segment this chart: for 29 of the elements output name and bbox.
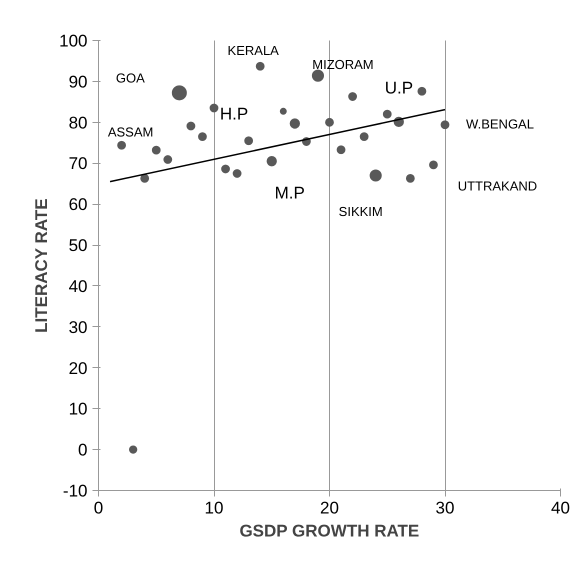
annotation: UTTRAKAND (458, 178, 538, 194)
y-tick-label: 90 (68, 72, 88, 92)
y-axis-title: LITERACY RATE (32, 198, 52, 333)
annotation: KERALA (228, 42, 280, 58)
y-tick-label: -10 (62, 482, 88, 500)
x-tick-label: 30 (436, 498, 454, 518)
x-tick-label: 10 (204, 498, 224, 518)
x-tick-label: 40 (551, 498, 570, 518)
annotation: H.P (220, 104, 248, 124)
annotation: M.P (274, 184, 305, 203)
y-tick-label: 20 (68, 358, 88, 378)
annotation: GOA (116, 70, 146, 86)
y-tick-label: 100 (59, 32, 88, 50)
annotation: SIKKIM (338, 204, 383, 219)
y-tick-label: 40 (68, 276, 88, 296)
y-tick-label: 50 (68, 236, 88, 256)
y-tick-label: 60 (68, 195, 88, 214)
annotation: ASSAM (108, 124, 154, 140)
y-tick-label: 0 (78, 440, 88, 460)
y-tick-label: 30 (68, 318, 88, 337)
x-axis-title: GSDP GROWTH RATE (239, 522, 420, 540)
y-tick-label: 10 (68, 400, 88, 419)
y-tick-label: 80 (68, 113, 88, 132)
annotation: W.BENGAL (466, 116, 534, 132)
annotation: U.P (384, 78, 414, 98)
y-tick-label: 70 (68, 154, 88, 174)
x-tick-label: 20 (320, 498, 339, 518)
x-tick-label: 0 (94, 498, 104, 518)
annotation: MIZORAM (312, 57, 374, 72)
